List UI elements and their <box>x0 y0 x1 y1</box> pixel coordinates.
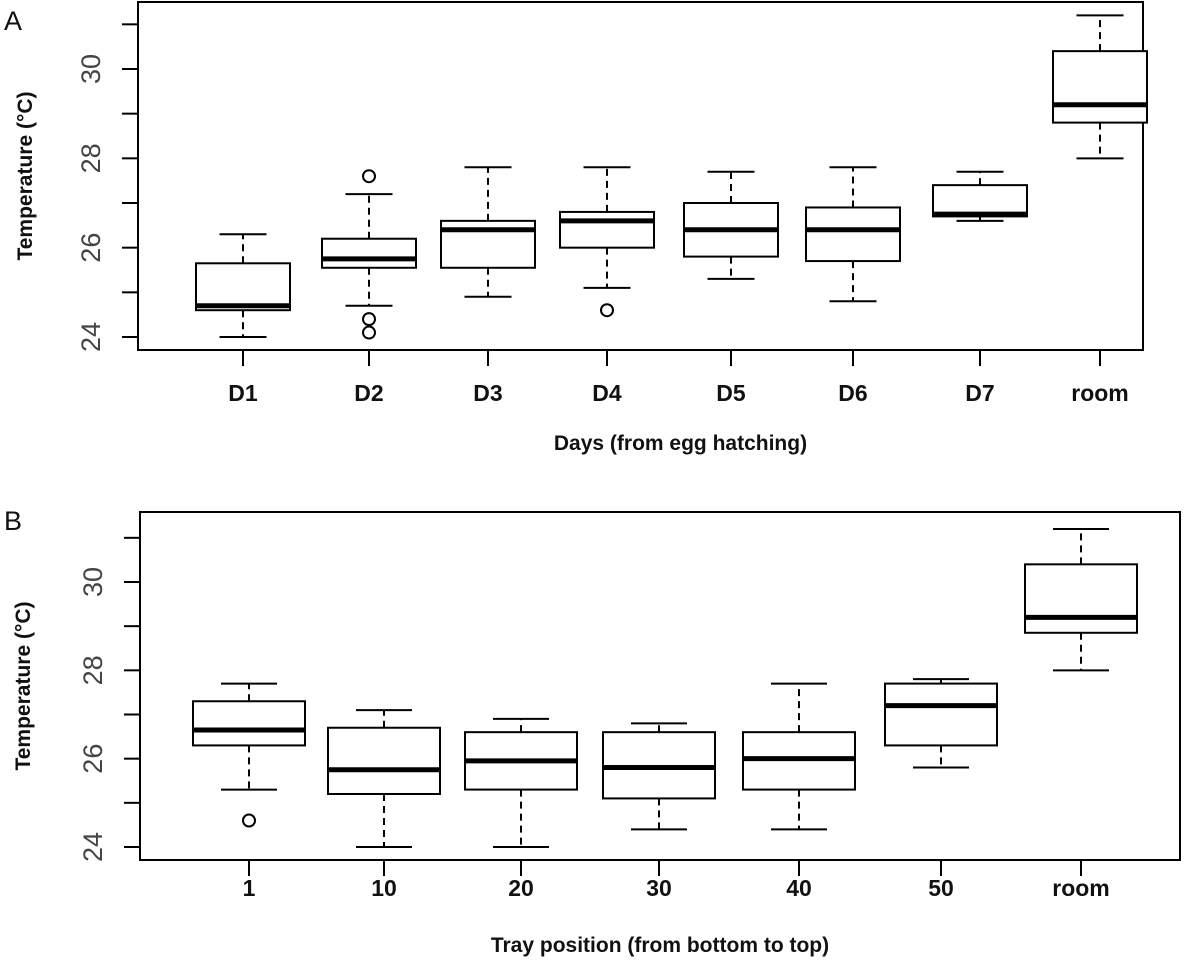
outlier-a-D2 <box>362 325 376 340</box>
y-tick-label-a: 24 <box>76 322 106 352</box>
x-axis-title-b: Tray position (from bottom to top) <box>491 934 829 957</box>
y-tick-label-a: 26 <box>76 233 106 263</box>
plot-frame-a <box>137 1 1144 351</box>
panel-label-a: A <box>4 6 22 36</box>
x-tick-label-a: room <box>1071 380 1129 406</box>
x-tick-label-a: D3 <box>473 380 502 406</box>
box-b-room <box>1024 563 1138 634</box>
y-tick-label-b: 30 <box>78 567 108 597</box>
x-tick-label-a: D6 <box>838 380 867 406</box>
box-a-D7 <box>932 184 1028 218</box>
x-tick-label-b: 20 <box>508 875 534 901</box>
x-tick-label-a: D1 <box>228 380 258 406</box>
x-tick-label-b: room <box>1052 875 1110 901</box>
y-axis-title-a: Temperature (°C) <box>14 91 37 260</box>
outlier-a-D2 <box>362 169 376 184</box>
x-axis-title-a: Days (from egg hatching) <box>554 432 807 455</box>
box-a-D4 <box>559 210 655 249</box>
y-tick-label-b: 28 <box>78 655 108 685</box>
panel-a: A 24 26 28 30 Temperature (°C) D1 D2 D3 D4 D5 D6 D7 r… <box>4 1 1148 455</box>
box-b-50 <box>884 682 998 747</box>
y-tick-label-b: 24 <box>78 832 108 862</box>
x-tick-label-b: 50 <box>928 875 954 901</box>
x-tick-label-a: D4 <box>592 380 622 406</box>
box-a-room <box>1052 50 1148 124</box>
y-tick-label-a: 30 <box>76 54 106 84</box>
x-tick-label-b: 1 <box>243 875 256 901</box>
y-axis-title-b: Temperature (°C) <box>12 601 35 770</box>
box-b-1 <box>192 700 306 747</box>
x-tick-label-a: D2 <box>354 380 383 406</box>
x-tick-label-b: 30 <box>646 875 672 901</box>
y-tick-label-a: 28 <box>76 143 106 173</box>
y-tick-label-b: 26 <box>78 744 108 774</box>
box-a-D6 <box>805 206 901 263</box>
box-a-D2 <box>321 237 417 269</box>
x-tick-label-b: 40 <box>786 875 812 901</box>
outlier-b-1 <box>242 813 256 828</box>
panel-label-b: B <box>4 506 22 536</box>
outlier-a-D2 <box>362 312 376 327</box>
x-tick-label-a: D5 <box>716 380 746 406</box>
box-a-D1 <box>195 262 291 312</box>
box-b-10 <box>327 726 441 795</box>
x-tick-label-b: 10 <box>371 875 397 901</box>
panel-b: B 24 26 28 30 Temperature (°C) 1 10 20 30 40 50 room… <box>4 506 1181 957</box>
x-tick-label-a: D7 <box>965 380 994 406</box>
outlier-a-D4 <box>600 303 614 318</box>
